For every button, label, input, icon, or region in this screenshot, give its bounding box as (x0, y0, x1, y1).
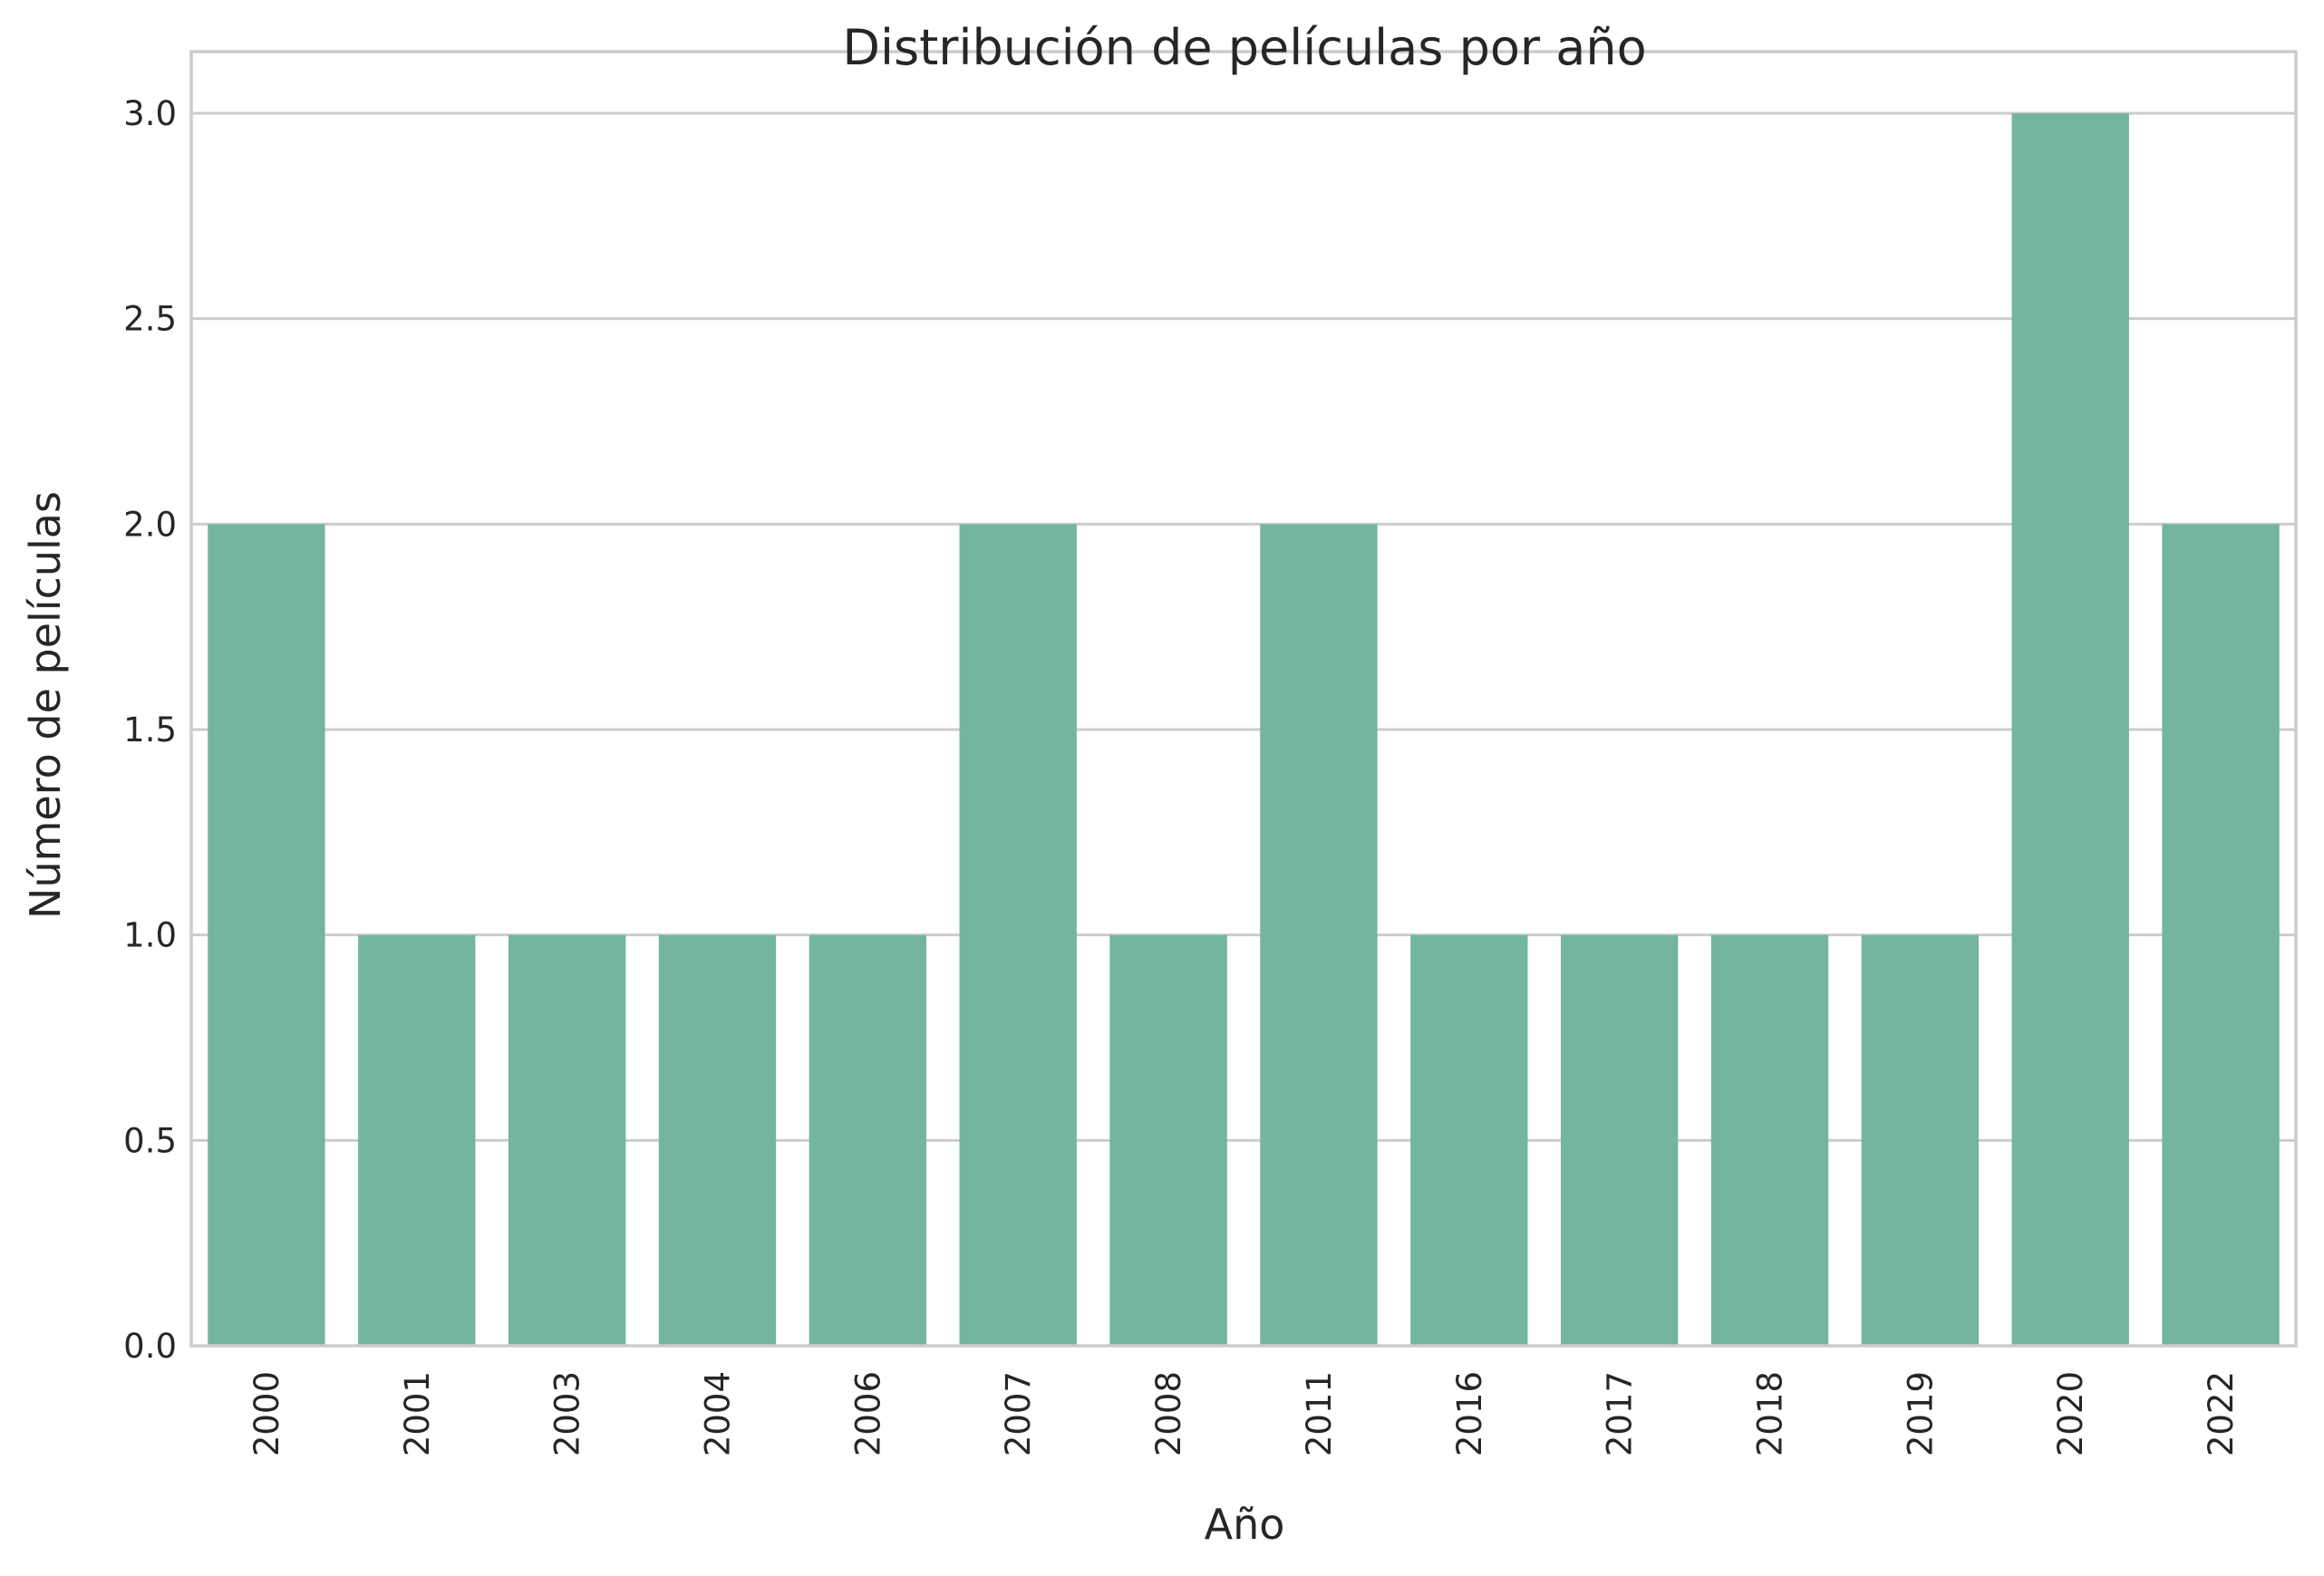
x-tick-label: 2018 (1751, 1371, 1790, 1456)
y-tick-label: 0.0 (123, 1327, 177, 1366)
y-tick-labels: 0.0 0.5 1.0 1.5 2.0 2.5 3.0 (123, 94, 177, 1366)
x-tick-labels: 2000 2001 2003 2004 2006 2007 2008 2011 2016 2017… (247, 1371, 2241, 1456)
x-tick-label: 2020 (2051, 1371, 2090, 1456)
plot-frame (189, 50, 2298, 1348)
y-tick-label: 0.5 (123, 1121, 177, 1160)
x-tick-label: 2011 (1300, 1371, 1339, 1456)
bar-2022 (2162, 524, 2280, 1346)
y-tick-label: 2.0 (123, 505, 177, 544)
bar-2007 (959, 524, 1077, 1346)
bar-2019 (1861, 934, 1980, 1346)
bar-2018 (1710, 934, 1829, 1346)
bar-2008 (1109, 934, 1227, 1346)
x-axis-label: Año (1205, 1500, 1285, 1549)
x-tick-label: 2022 (2202, 1371, 2241, 1456)
bar-2017 (1560, 934, 1679, 1346)
chart-title: Distribución de películas por año (842, 19, 1646, 76)
y-tick-label: 2.5 (123, 300, 177, 339)
x-tick-label: 2019 (1901, 1371, 1940, 1456)
bar-2011 (1260, 524, 1378, 1346)
y-tick-label: 1.0 (123, 916, 177, 955)
x-tick-label: 2016 (1450, 1371, 1489, 1456)
bar-2016 (1410, 934, 1528, 1346)
bar-2000 (208, 524, 325, 1346)
y-tick-label: 3.0 (123, 94, 177, 133)
bar-2006 (809, 934, 927, 1346)
x-tick-label: 2008 (1149, 1371, 1188, 1456)
bar-2004 (658, 934, 777, 1346)
bars (208, 113, 2280, 1346)
x-tick-label: 2006 (848, 1371, 887, 1456)
x-tick-label: 2000 (247, 1371, 286, 1456)
x-tick-label: 2001 (398, 1371, 437, 1456)
y-axis-label: Número de películas (21, 491, 70, 919)
x-tick-label: 2017 (1601, 1371, 1640, 1456)
x-tick-label: 2004 (699, 1371, 738, 1456)
y-tick-label: 1.5 (123, 711, 177, 749)
x-tick-label: 2007 (999, 1371, 1038, 1456)
bar-2020 (2011, 113, 2129, 1346)
bar-2001 (358, 934, 476, 1346)
bar-2003 (508, 934, 626, 1346)
x-tick-label: 2003 (548, 1371, 587, 1456)
